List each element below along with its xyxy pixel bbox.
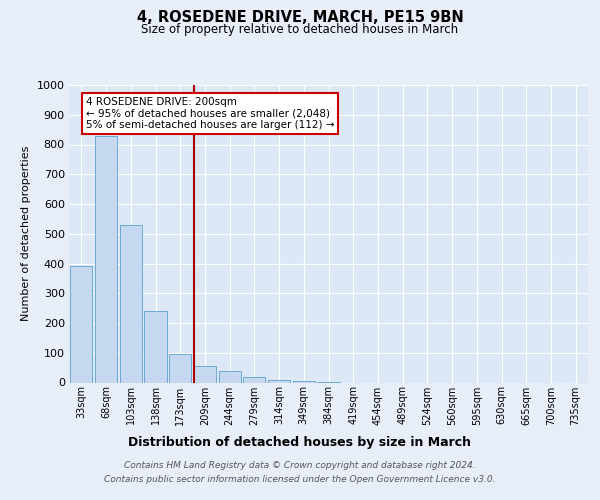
Bar — [169, 354, 191, 382]
Text: Contains public sector information licensed under the Open Government Licence v3: Contains public sector information licen… — [104, 476, 496, 484]
Bar — [95, 136, 117, 382]
Bar — [194, 366, 216, 382]
Bar — [293, 381, 315, 382]
Text: Size of property relative to detached houses in March: Size of property relative to detached ho… — [142, 24, 458, 36]
Bar — [70, 266, 92, 382]
Bar — [119, 225, 142, 382]
Text: 4 ROSEDENE DRIVE: 200sqm
← 95% of detached houses are smaller (2,048)
5% of semi: 4 ROSEDENE DRIVE: 200sqm ← 95% of detach… — [86, 97, 334, 130]
Text: Distribution of detached houses by size in March: Distribution of detached houses by size … — [128, 436, 472, 449]
Bar — [268, 380, 290, 382]
Bar — [145, 311, 167, 382]
Bar — [243, 376, 265, 382]
Text: Contains HM Land Registry data © Crown copyright and database right 2024.: Contains HM Land Registry data © Crown c… — [124, 462, 476, 470]
Text: 4, ROSEDENE DRIVE, MARCH, PE15 9BN: 4, ROSEDENE DRIVE, MARCH, PE15 9BN — [137, 10, 463, 25]
Bar — [218, 370, 241, 382]
Y-axis label: Number of detached properties: Number of detached properties — [21, 146, 31, 322]
